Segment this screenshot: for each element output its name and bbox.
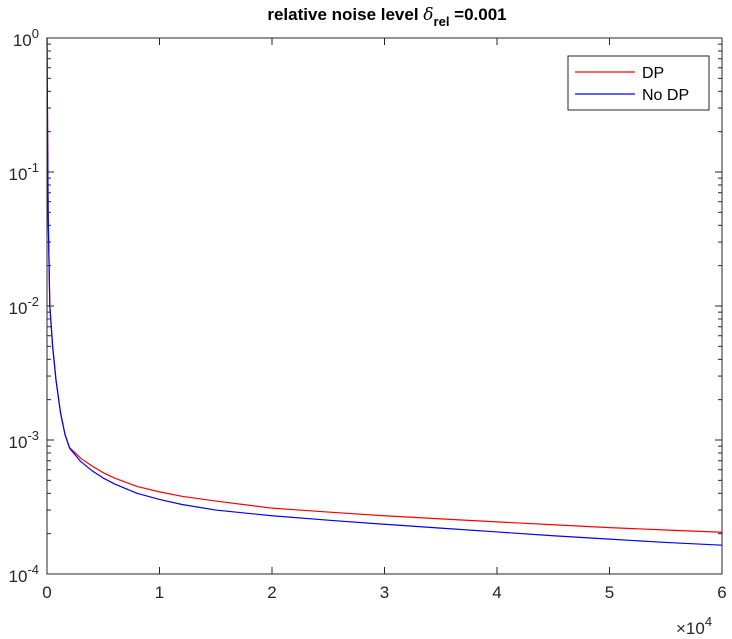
x-tick-label: 6 — [717, 583, 726, 602]
plot-area: 0 1 2 3 4 5 6 10-4 10-3 10-2 10-1 100 — [9, 26, 727, 602]
legend[interactable]: DP No DP — [567, 55, 710, 111]
x-tick-label: 2 — [267, 583, 276, 602]
y-tick-label: 10-4 — [9, 562, 39, 586]
x-tick-label: 1 — [155, 583, 164, 602]
chart-title: relative noise level δrel =0.001 — [267, 5, 506, 29]
x-tick-label: 0 — [42, 583, 51, 602]
legend-items: DP No DP — [575, 65, 689, 104]
legend-box — [567, 55, 710, 111]
y-tick-label: 10-1 — [9, 160, 39, 184]
legend-label: DP — [642, 65, 664, 82]
y-tick-label: 10-2 — [9, 294, 39, 318]
y-axis: 10-4 10-3 10-2 10-1 100 — [9, 26, 722, 586]
series-line — [46, 37, 723, 546]
x-tick-label: 4 — [492, 583, 501, 602]
legend-label: No DP — [642, 87, 689, 104]
x-tick-label: 5 — [605, 583, 614, 602]
x-tick-label: 3 — [380, 583, 389, 602]
y-tick-label: 100 — [13, 26, 39, 50]
plot-background — [47, 38, 722, 574]
x-axis-multiplier: ×104 — [676, 614, 712, 638]
axes-box — [46, 37, 723, 575]
y-tick-label: 10-3 — [9, 428, 39, 452]
series-layer — [46, 37, 723, 546]
